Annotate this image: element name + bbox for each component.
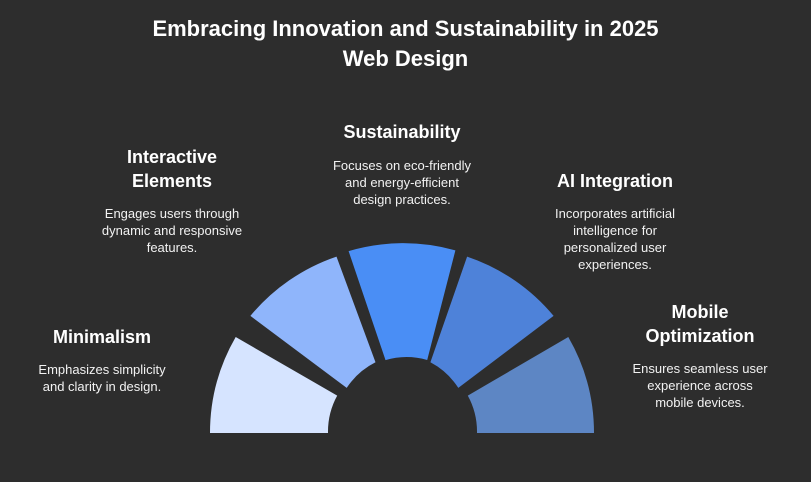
title-line-2: Web Design (342, 46, 469, 71)
segment-ai-integration (430, 256, 554, 388)
mobile-optimization-description: Ensures seamless user experience across … (632, 361, 768, 410)
segment-interactive-elements (250, 256, 376, 388)
title-line-1: Embracing Innovation and Sustainability … (152, 16, 659, 41)
sustainability-heading: Sustainability (343, 122, 461, 142)
page-title: Embracing Innovation and Sustainability … (0, 14, 811, 74)
block-ai-integration: AI Integration Incorporates artificial i… (535, 169, 695, 273)
segment-mobile-optimization (467, 337, 594, 433)
ai-integration-heading: AI Integration (557, 171, 673, 191)
block-sustainability: Sustainability Focuses on eco-friendly a… (302, 120, 502, 208)
block-interactive-elements: Interactive Elements Engages users throu… (82, 145, 262, 256)
segment-sustainability (348, 243, 456, 361)
interactive-elements-heading: Interactive Elements (126, 147, 218, 191)
block-minimalism: Minimalism Emphasizes simplicity and cla… (17, 325, 187, 395)
ai-integration-description: Incorporates artificial intelligence for… (555, 206, 675, 272)
interactive-elements-description: Engages users through dynamic and respon… (101, 206, 243, 255)
sustainability-description: Focuses on eco-friendly and energy-effic… (332, 158, 471, 207)
minimalism-heading: Minimalism (52, 327, 152, 347)
minimalism-description: Emphasizes simplicity and clarity in des… (38, 362, 166, 394)
mobile-optimization-heading: Mobile Optimization (645, 302, 755, 346)
segment-minimalism (210, 337, 338, 433)
block-mobile-optimization: Mobile Optimization Ensures seamless use… (605, 300, 795, 411)
